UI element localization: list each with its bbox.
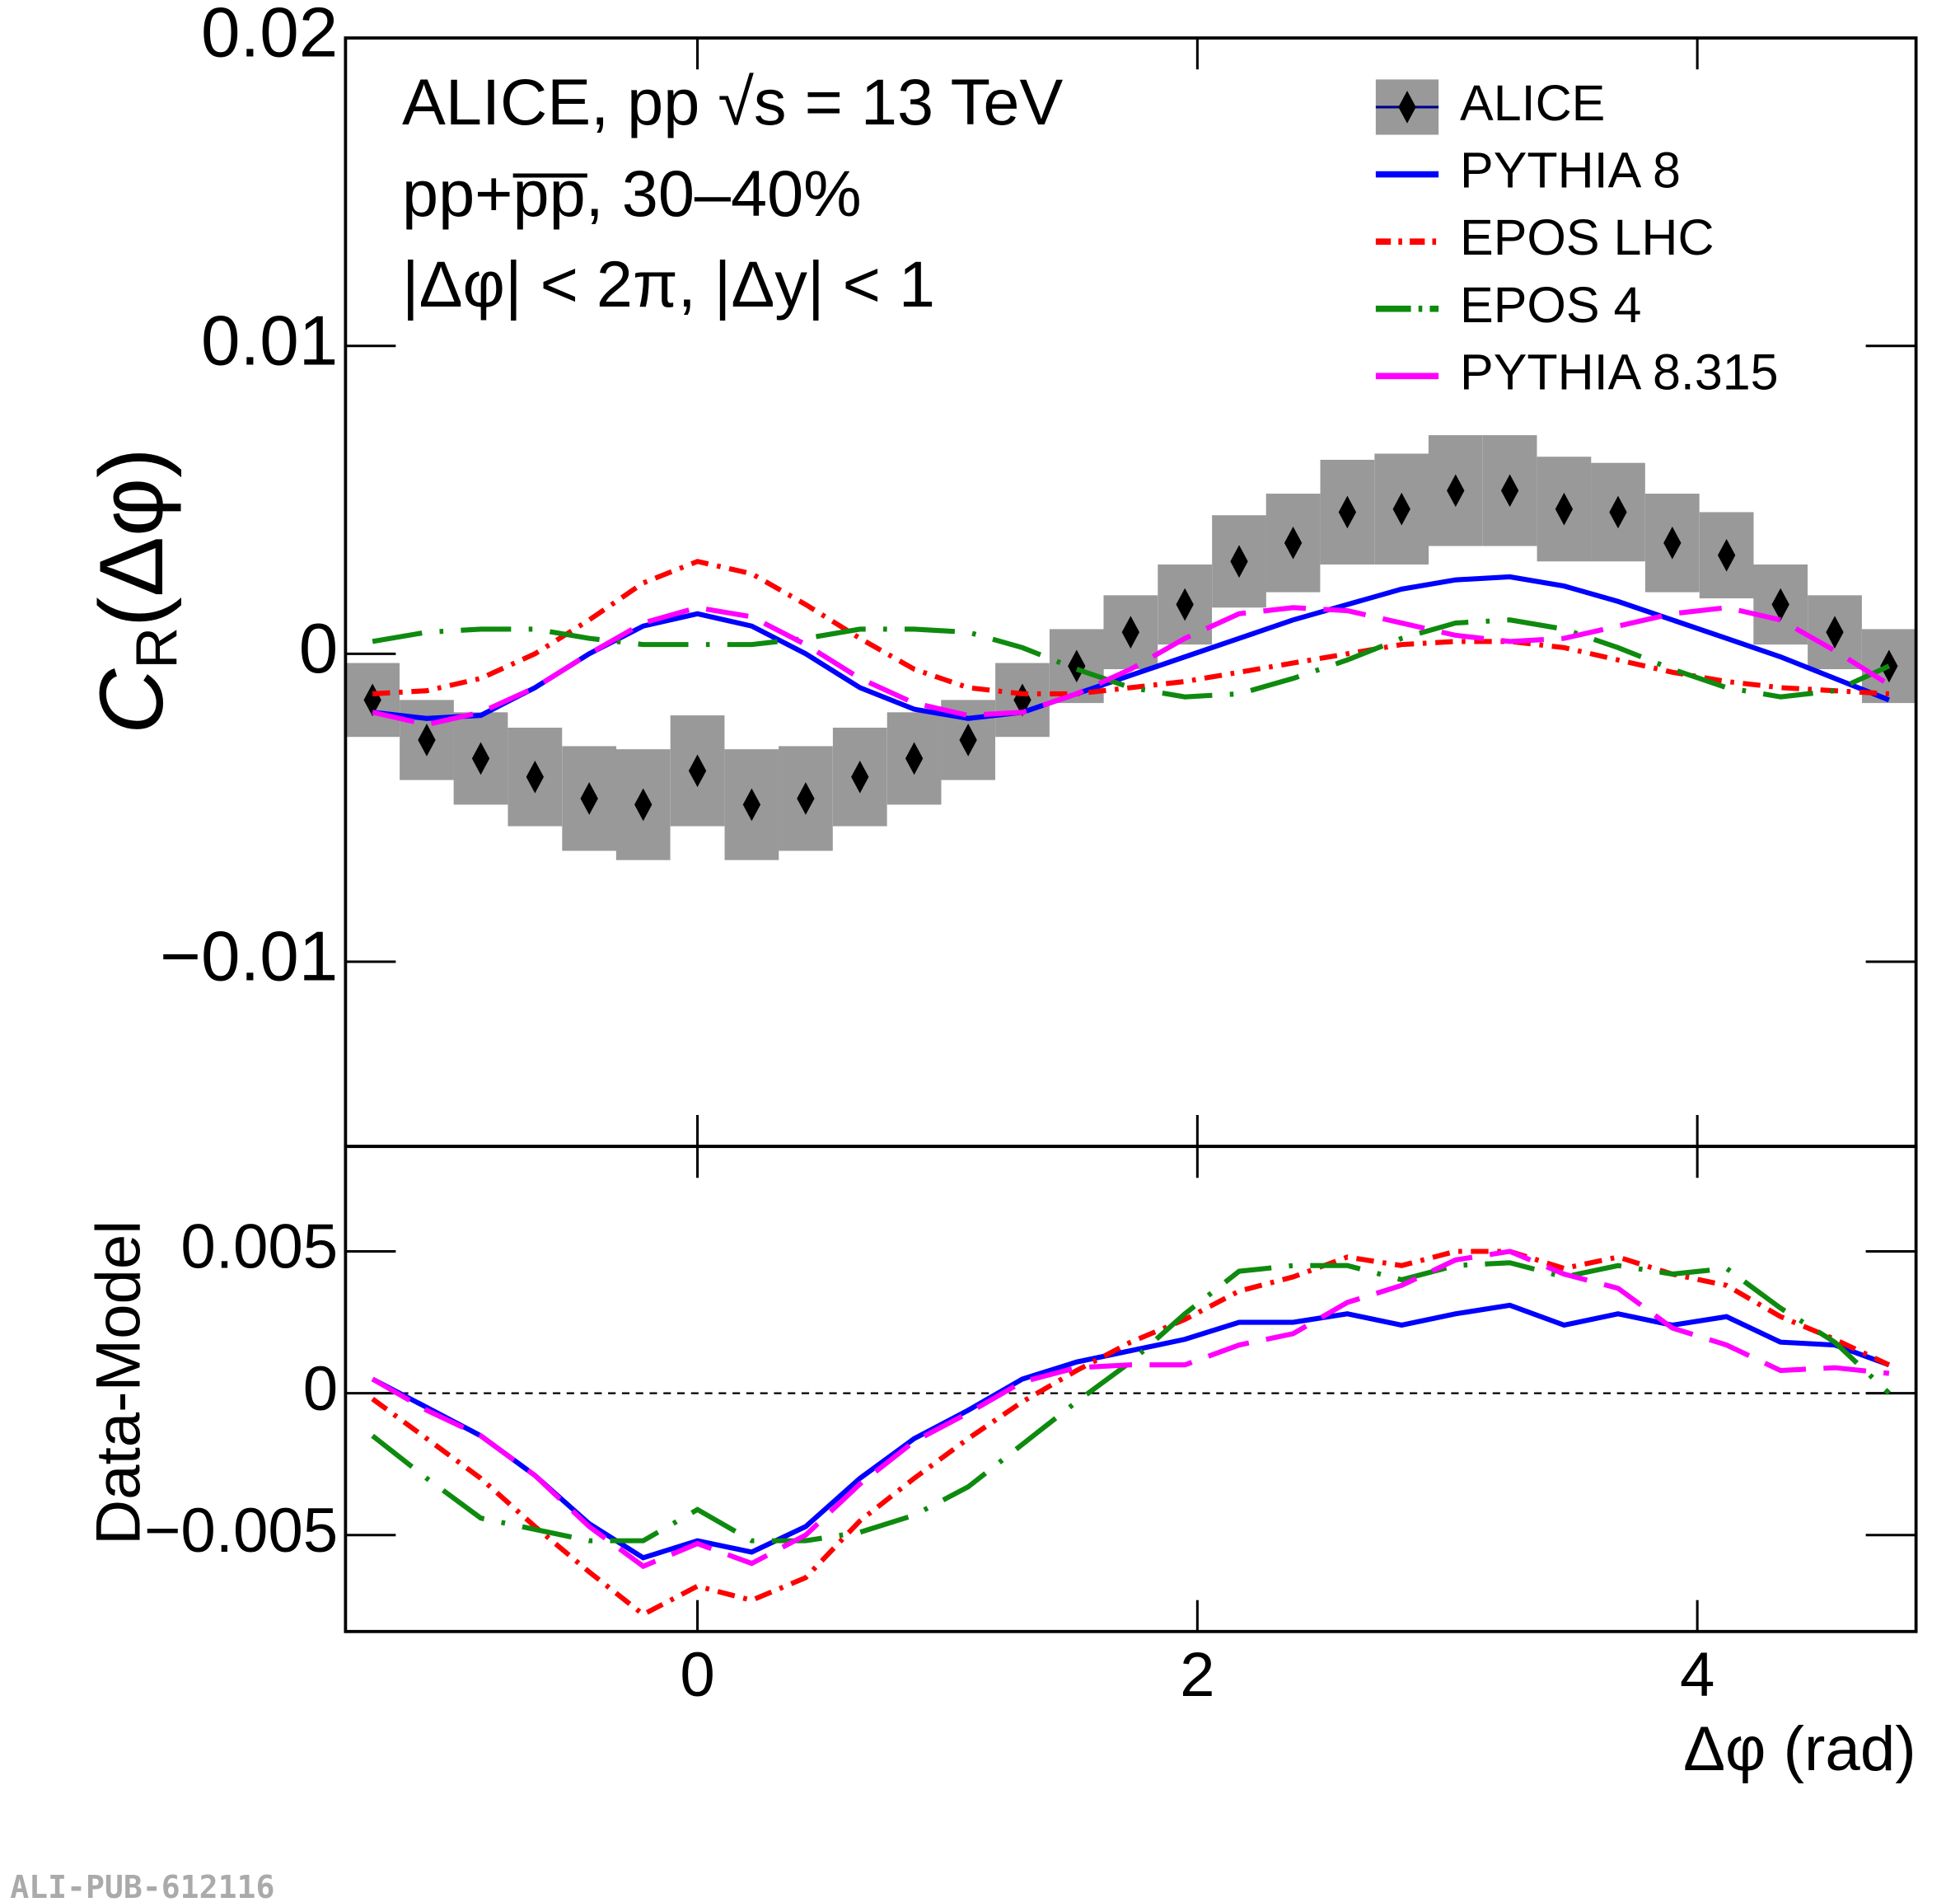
y-axis-label-rest: (Δφ)	[82, 447, 182, 627]
data-point	[851, 760, 869, 794]
footer: ALI-PUB-612116	[10, 1869, 274, 1902]
data-point	[1176, 588, 1194, 621]
data-point	[1771, 588, 1789, 621]
data-point	[1500, 474, 1519, 508]
data-point	[742, 788, 761, 822]
series-line	[371, 1248, 1890, 1570]
data-point	[1068, 649, 1086, 683]
data-point	[1663, 527, 1682, 560]
data-point	[1284, 527, 1303, 560]
data-point	[1447, 474, 1465, 508]
x-tick-label: 4	[1680, 1640, 1714, 1710]
data-point	[1717, 538, 1736, 572]
legend-label: PYTHIA 8	[1460, 143, 1681, 199]
data-point	[959, 724, 977, 757]
series-line	[371, 1248, 1891, 1618]
data-point	[905, 742, 924, 775]
annotation: ALICE, pp √s = 13 TeV	[402, 65, 1063, 138]
y-axis-label: CR(Δφ)	[82, 447, 189, 734]
series-line	[372, 617, 1891, 700]
y-axis-label: Data-Model	[84, 1220, 154, 1545]
y-tick-label: 0.02	[201, 0, 338, 73]
data-point	[634, 788, 653, 822]
data-point	[1338, 495, 1357, 529]
y-tick-label: 0.01	[201, 302, 338, 380]
series-line	[371, 1302, 1890, 1561]
data-point	[418, 724, 436, 757]
data-point	[1392, 492, 1410, 526]
y-axis-label-main: C	[82, 668, 182, 734]
legend-swatch	[1398, 91, 1416, 124]
data-point	[1121, 616, 1140, 649]
y-tick-label: −0.005	[144, 1496, 338, 1566]
data-point	[1826, 616, 1844, 649]
annotation: |Δφ| < 2π, |Δy| < 1	[402, 247, 935, 321]
y-tick-label: 0	[303, 1354, 338, 1424]
series-line	[372, 559, 1890, 696]
x-tick-label: 2	[1180, 1640, 1214, 1710]
legend-label: EPOS LHC	[1460, 209, 1714, 265]
y-tick-label: −0.01	[160, 918, 338, 996]
legend-label: PYTHIA 8.315	[1460, 344, 1779, 400]
y-tick-label: 0	[299, 610, 339, 688]
data-point	[1609, 495, 1627, 529]
data-point	[797, 782, 815, 815]
annotation: pp+p̅p̅, 30–40%	[402, 157, 862, 230]
series-line	[371, 1260, 1891, 1544]
data-point	[688, 754, 707, 788]
series-line	[372, 605, 1891, 728]
y-axis-label-sub: R	[124, 627, 189, 669]
x-axis-label: Δφ (rad)	[1683, 1714, 1916, 1784]
y-tick-label: 0.005	[180, 1212, 338, 1282]
data-point	[1230, 545, 1248, 579]
x-tick-label: 0	[680, 1640, 714, 1710]
data-point	[1555, 492, 1574, 526]
data-point	[471, 742, 490, 775]
legend-label: EPOS 4	[1460, 277, 1641, 333]
legend-label: ALICE	[1460, 75, 1605, 131]
plot-frame	[344, 1145, 1918, 1633]
